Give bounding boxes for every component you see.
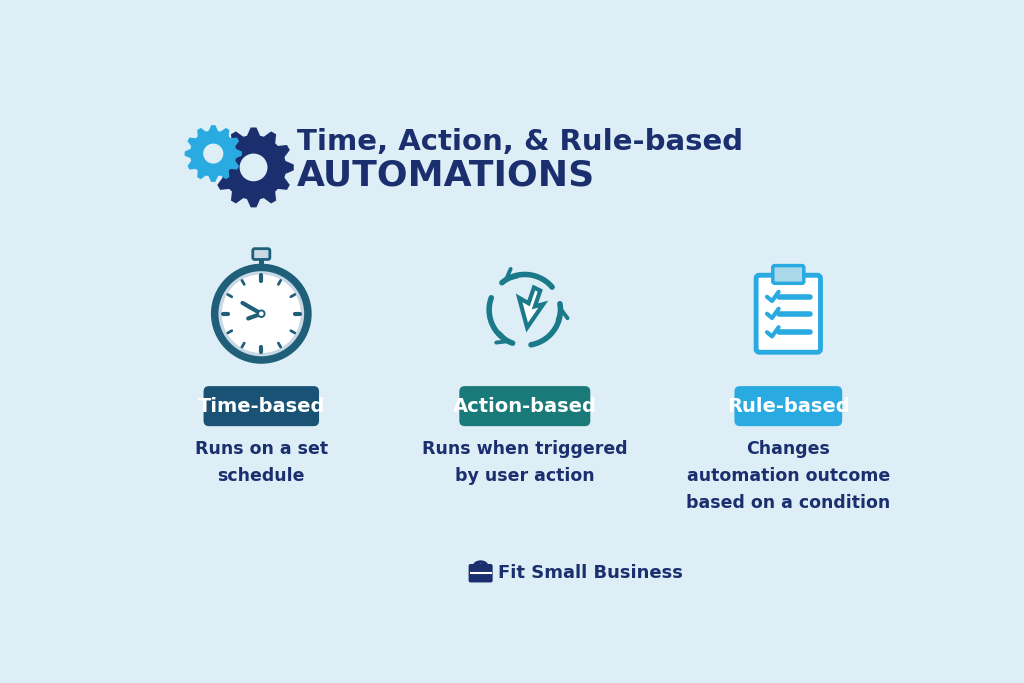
Polygon shape: [184, 125, 242, 182]
Circle shape: [257, 309, 265, 318]
Polygon shape: [213, 128, 294, 208]
FancyBboxPatch shape: [734, 386, 842, 426]
FancyBboxPatch shape: [204, 386, 319, 426]
FancyBboxPatch shape: [469, 564, 493, 583]
Text: Fit Small Business: Fit Small Business: [498, 564, 683, 582]
Text: Runs on a set
schedule: Runs on a set schedule: [195, 440, 328, 485]
Circle shape: [240, 154, 267, 181]
Circle shape: [259, 311, 263, 316]
Circle shape: [203, 143, 223, 164]
Text: Changes
automation outcome
based on a condition: Changes automation outcome based on a co…: [686, 440, 891, 512]
Polygon shape: [519, 288, 544, 328]
FancyBboxPatch shape: [253, 249, 270, 260]
FancyBboxPatch shape: [756, 275, 820, 352]
Text: Action-based: Action-based: [453, 397, 597, 416]
Text: Rule-based: Rule-based: [727, 397, 850, 416]
Text: Time-based: Time-based: [198, 397, 325, 416]
FancyBboxPatch shape: [460, 386, 590, 426]
Text: Time, Action, & Rule-based: Time, Action, & Rule-based: [297, 128, 743, 156]
Circle shape: [222, 275, 301, 353]
Text: AUTOMATIONS: AUTOMATIONS: [297, 158, 595, 192]
Text: Runs when triggered
by user action: Runs when triggered by user action: [422, 440, 628, 485]
Circle shape: [211, 264, 311, 364]
Bar: [259, 257, 264, 267]
FancyBboxPatch shape: [773, 266, 804, 283]
Circle shape: [216, 269, 306, 359]
